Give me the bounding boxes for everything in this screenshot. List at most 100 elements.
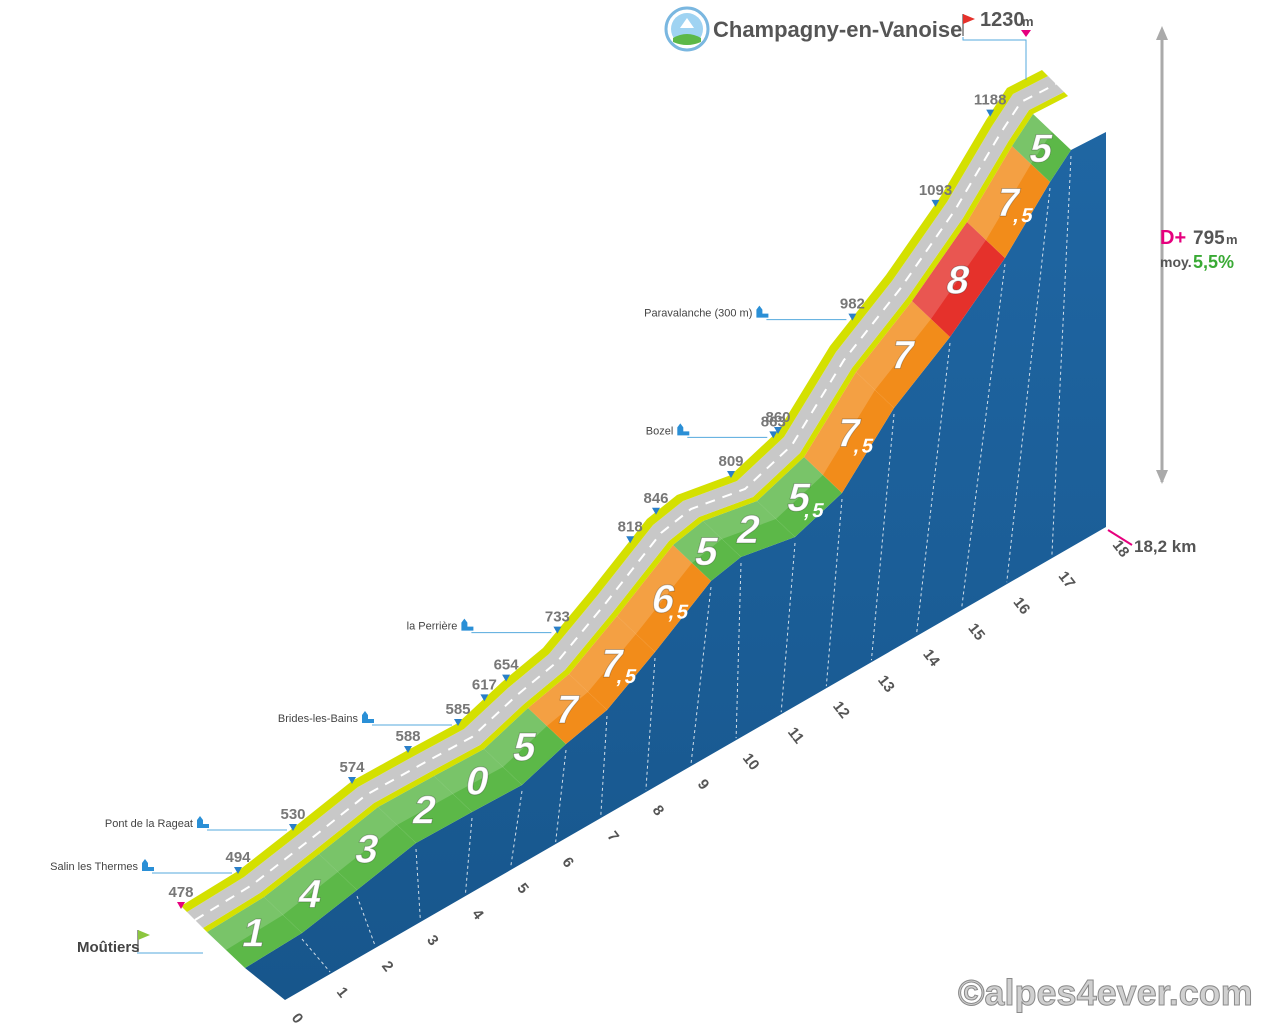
- village-church-icon: [197, 816, 209, 828]
- gradient-band-15: [967, 146, 1050, 258]
- gradient-band-highlight: [617, 545, 692, 634]
- profile-wall-area: [245, 132, 1106, 1000]
- title-logo-icon: [664, 6, 710, 52]
- average-label: moy.: [1160, 254, 1192, 270]
- km-tick-label: 18: [1109, 537, 1133, 561]
- gradient-band-highlight: [1012, 114, 1052, 164]
- km-tick-label: 14: [919, 646, 943, 670]
- km-tick-label: 0: [288, 1010, 307, 1024]
- gradient-band-highlight: [207, 897, 283, 950]
- gradient-band-3: [378, 776, 472, 843]
- km-tick-label: 17: [1055, 568, 1079, 592]
- gradient-decimal: 5: [1019, 205, 1035, 227]
- gradient-band-highlight: [528, 674, 588, 726]
- km-divider-line: [600, 715, 608, 817]
- gradient-band-highlight: [264, 854, 338, 915]
- altitude-marker-icon: [234, 867, 242, 874]
- gradient-band-2: [319, 807, 416, 890]
- km-divider-line: [780, 542, 796, 713]
- place-name: Brides-les-Bains: [278, 713, 359, 725]
- altitude-label: 1093: [919, 182, 952, 199]
- km-tick-label: 8: [649, 802, 668, 819]
- gradient-band-9: [673, 521, 741, 581]
- altitude-marker-icon: [727, 471, 735, 478]
- village-church-icon: [677, 423, 690, 436]
- gradient-band-highlight: [912, 222, 986, 319]
- km-tick-label: 12: [829, 698, 853, 722]
- km-tick-label: 3: [423, 932, 442, 949]
- km-divider-line: [1006, 187, 1051, 583]
- altitude-label: 1188: [974, 92, 1007, 109]
- altitude-label: 818: [618, 518, 643, 535]
- altitude-marker-icon: [177, 902, 185, 909]
- climb-unit: m: [1226, 232, 1238, 247]
- altitude-marker-icon: [652, 507, 660, 515]
- finish-marker-icon: [1021, 30, 1031, 37]
- gradient-band-12: [804, 372, 894, 493]
- chart-title: Champagny-en-Vanoise: [713, 17, 962, 42]
- gradient-band-11: [757, 457, 842, 537]
- start-flag-icon: [137, 930, 150, 952]
- gradient-decimal: 5: [675, 602, 691, 624]
- altitude-label: 809: [718, 453, 743, 470]
- km-divider-line: [1051, 155, 1072, 557]
- finish-flag-icon: [962, 14, 975, 36]
- km-divider-line: [301, 938, 331, 973]
- gradient-comma: ,: [615, 666, 625, 688]
- gradient-decimal: 5: [810, 500, 826, 522]
- altitude-label: 863: [761, 413, 786, 430]
- gradient-band-10: [703, 501, 795, 557]
- gradient-decimal: 5: [623, 666, 639, 688]
- km-divider-line: [464, 817, 473, 895]
- gradient-band-highlight: [804, 372, 875, 475]
- gradient-band-14: [912, 222, 1005, 337]
- altitude-label: 530: [280, 806, 305, 823]
- gradient-comma: ,: [852, 436, 862, 458]
- village-church-icon: [461, 618, 474, 631]
- km-tick-label: 9: [694, 776, 713, 793]
- altitude-label: 860: [765, 409, 790, 426]
- gradient-band-highlight: [434, 749, 503, 794]
- average-value: 5,5%: [1193, 252, 1234, 272]
- start-name: Moûtiers: [77, 939, 140, 956]
- watermark: ©alpes4ever.com: [958, 972, 1253, 1013]
- altitude-label: 494: [225, 849, 251, 866]
- gradient-band-0: [207, 897, 302, 968]
- gradient-comma: ,: [1011, 205, 1021, 227]
- climb-value: 795: [1193, 228, 1225, 249]
- gradient-band-6: [528, 674, 607, 744]
- village-church-icon: [756, 305, 769, 318]
- gradient-band-7: [569, 616, 655, 710]
- gradient-band-highlight: [856, 301, 931, 390]
- gradient-band-highlight: [673, 521, 722, 563]
- finish-altitude: 1230: [980, 9, 1025, 31]
- gradient-band-highlight: [967, 146, 1031, 240]
- km-divider-line: [356, 895, 376, 947]
- km-tick-label: 6: [559, 854, 578, 871]
- finish-unit: m: [1022, 14, 1034, 29]
- arrow-up-icon: [1156, 26, 1168, 40]
- km-tick-label: 5: [513, 880, 532, 897]
- place-labels: Salin les Thermes Pont de la Rageat Brides…: [50, 305, 847, 874]
- km-tick-label: 7: [604, 828, 623, 845]
- road-center-line: [194, 83, 1057, 921]
- gradient-band-highlight: [703, 501, 776, 539]
- km-divider-line: [961, 263, 1006, 609]
- gradient-band-16: [1012, 114, 1071, 182]
- gradient-band-highlight: [319, 807, 397, 872]
- gradient-band-5: [484, 708, 566, 785]
- km-tick-label: 11: [784, 724, 807, 747]
- altitude-marker-icon: [769, 431, 778, 439]
- altitude-marker-icon: [553, 626, 562, 634]
- place-name: Salin les Thermes: [50, 861, 138, 873]
- altitude-marker-icon: [502, 674, 511, 682]
- gradient-bands: [207, 114, 1071, 968]
- arrow-down-icon: [1156, 470, 1168, 484]
- altitude-label: 585: [445, 701, 470, 718]
- altitude-marker-icon: [348, 777, 356, 784]
- km-divider-line: [870, 413, 895, 661]
- altitude-marker-icon: [626, 536, 635, 544]
- km-divider-line: [645, 657, 656, 791]
- total-distance: 18,2 km: [1134, 537, 1196, 556]
